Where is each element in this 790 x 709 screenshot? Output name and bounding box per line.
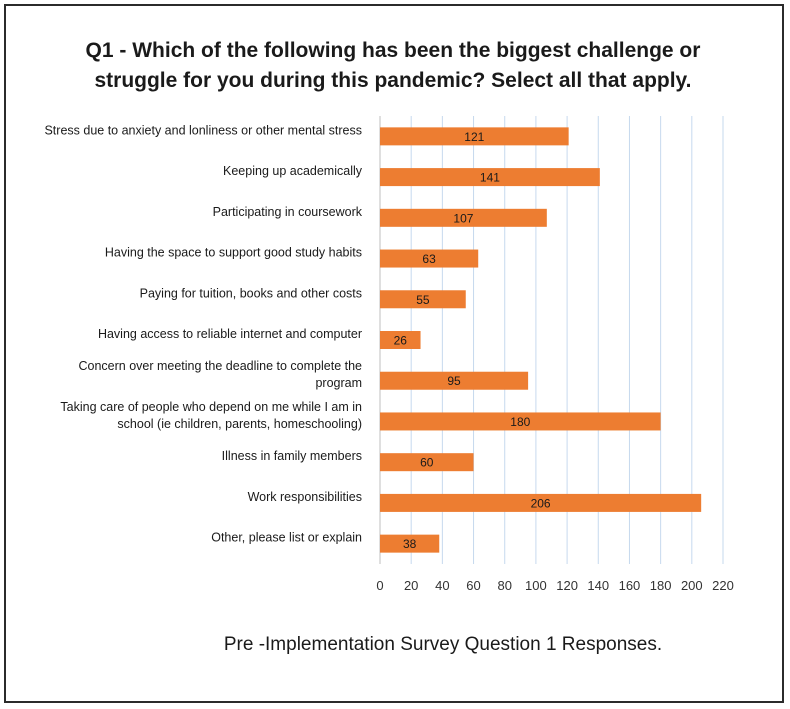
bar [380,290,466,309]
category-label: Participating in coursework [213,205,363,219]
x-tick-label: 160 [619,578,641,593]
category-label: Illness in family members [222,449,362,463]
x-tick-label: 220 [712,578,734,593]
data-label: 26 [394,334,408,348]
data-label: 107 [453,211,473,225]
data-label: 95 [447,374,461,388]
category-label: Taking care of people who depend on me w… [60,400,362,414]
bar [380,453,474,472]
chart-title: Q1 - Which of the following has been the… [0,36,786,96]
x-tick-label: 120 [556,578,578,593]
x-tick-label: 80 [497,578,511,593]
category-label: Keeping up academically [223,164,363,178]
x-tick-label: 60 [466,578,480,593]
data-label: 38 [403,537,417,551]
bar [380,534,440,553]
category-label: Work responsibilities [248,490,362,504]
chart-title-line-2: struggle for you during this pandemic? S… [94,69,692,92]
x-tick-label: 180 [650,578,672,593]
data-label: 121 [464,130,484,144]
bar [380,493,702,512]
x-tick-label: 200 [681,578,703,593]
chart-title-line-1: Q1 - Which of the following has been the… [85,39,701,62]
data-label: 141 [480,171,500,185]
category-label: program [315,376,362,390]
bar [380,127,569,146]
data-label: 180 [510,415,530,429]
bar [380,331,421,349]
data-label: 60 [420,456,434,470]
category-label: Stress due to anxiety and lonliness or o… [44,123,362,137]
category-label: Having access to reliable internet and c… [98,327,362,341]
data-label: 206 [531,496,551,510]
x-tick-label: 100 [525,578,547,593]
figure-caption: Pre -Implementation Survey Question 1 Re… [223,634,663,655]
bar [380,371,529,390]
x-tick-label: 140 [587,578,609,593]
x-tick-label: 40 [435,578,449,593]
bar [380,412,661,431]
bar [380,249,479,268]
x-tick-label: 20 [404,578,418,593]
bar [380,168,600,187]
data-label: 63 [422,252,436,266]
bar [380,208,547,227]
category-label: school (ie children, parents, homeschool… [117,417,362,431]
category-label: Having the space to support good study h… [105,246,362,260]
data-label: 55 [416,293,430,307]
category-label: Other, please list or explain [211,531,362,545]
figure-frame [4,4,784,703]
x-tick-label: 0 [376,578,383,593]
category-label: Paying for tuition, books and other cost… [140,286,362,300]
category-label: Concern over meeting the deadline to com… [78,359,362,373]
